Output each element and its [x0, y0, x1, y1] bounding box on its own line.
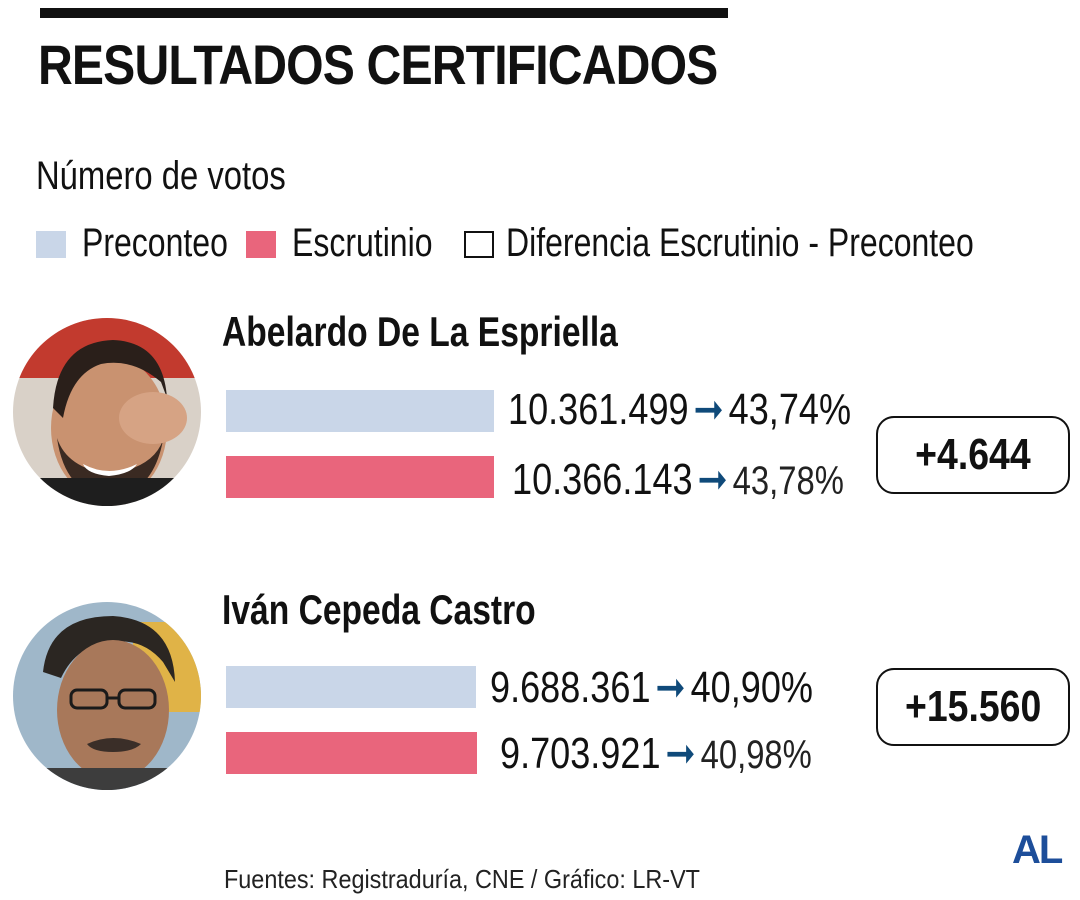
- arrow-icon: ➞: [693, 385, 724, 434]
- difference-value-1: +4.644: [915, 430, 1031, 479]
- pct-preconteo-1: 43,74%: [728, 385, 852, 434]
- chart-subtitle: Número de votos: [36, 154, 286, 198]
- legend-swatch-escrutinio: [246, 231, 276, 258]
- arrow-icon: ➞: [665, 729, 696, 778]
- votes-preconteo-2: 9.688.361: [490, 663, 651, 712]
- legend-swatch-preconteo: [36, 231, 66, 258]
- candidate-name-1: Abelardo De La Espriella: [222, 308, 618, 355]
- bar-preconteo-2: [226, 666, 476, 708]
- source-note: Fuentes: Registraduría, CNE / Gráfico: L…: [224, 864, 700, 894]
- legend-label-escrutinio: Escrutinio: [292, 221, 433, 265]
- candidate-photo-1: [13, 318, 201, 506]
- pct-preconteo-2: 40,90%: [690, 663, 813, 712]
- value-preconteo-2: 9.688.361 ➞ 40,90%: [490, 664, 813, 712]
- legend-label-diferencia: Diferencia Escrutinio - Preconteo: [506, 221, 974, 265]
- chart-title: RESULTADOS CERTIFICADOS: [38, 33, 718, 96]
- difference-value-2: +15.560: [904, 682, 1042, 731]
- value-escrutinio-2: 9.703.921 ➞ 40,98%: [500, 730, 812, 779]
- arrow-icon: ➞: [697, 455, 728, 504]
- value-escrutinio-1: 10.366.143 ➞ 43,78%: [512, 456, 844, 505]
- difference-box-1: +4.644: [876, 416, 1070, 494]
- votes-preconteo-1: 10.361.499: [508, 385, 689, 434]
- candidate-name-2: Iván Cepeda Castro: [222, 586, 536, 633]
- bar-escrutinio-1: [226, 456, 494, 498]
- pct-escrutinio-2: 40,98%: [700, 733, 812, 777]
- legend-label-preconteo: Preconteo: [82, 221, 228, 265]
- bar-preconteo-1: [226, 390, 494, 432]
- pct-escrutinio-1: 43,78%: [732, 459, 844, 503]
- arrow-icon: ➞: [655, 663, 686, 712]
- top-rule: [40, 8, 728, 18]
- votes-escrutinio-1: 10.366.143: [512, 455, 693, 504]
- legend-swatch-diferencia: [464, 231, 494, 258]
- difference-box-2: +15.560: [876, 668, 1070, 746]
- candidate-photo-2: [13, 602, 201, 790]
- value-preconteo-1: 10.361.499 ➞ 43,74%: [508, 386, 851, 434]
- bar-escrutinio-2: [226, 732, 477, 774]
- publisher-logo: AL: [1012, 828, 1063, 872]
- votes-escrutinio-2: 9.703.921: [500, 729, 661, 778]
